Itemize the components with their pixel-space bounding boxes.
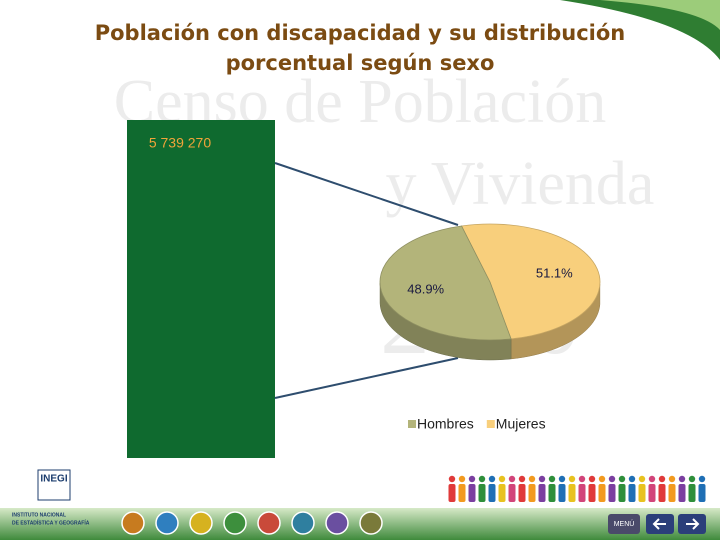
person-head xyxy=(648,475,656,483)
person-head xyxy=(538,475,546,483)
person-body xyxy=(668,484,676,502)
person-body xyxy=(588,484,596,502)
org-name: DE ESTADÍSTICA Y GEOGRAFÍA xyxy=(12,518,90,526)
person-body xyxy=(648,484,656,502)
watermark-text: y Vivienda xyxy=(386,150,655,218)
legend-swatch xyxy=(408,420,416,428)
person-body xyxy=(488,484,496,502)
person-body xyxy=(628,484,636,502)
person-body xyxy=(658,484,666,502)
person-head xyxy=(678,475,686,483)
person-body xyxy=(688,484,696,502)
logo-text: INEGI xyxy=(40,474,67,485)
person-body xyxy=(558,484,566,502)
footer: INEGI INSTITUTO NACIONAL DE ESTADÍSTICA … xyxy=(0,469,720,540)
person-body xyxy=(678,484,686,502)
nav-icon xyxy=(257,511,281,535)
person-head xyxy=(558,475,566,483)
person-head xyxy=(688,475,696,483)
person-body xyxy=(458,484,466,502)
nav-icon xyxy=(121,511,145,535)
value-label: 48.9% xyxy=(407,281,444,296)
person-head xyxy=(658,475,666,483)
nav-icon xyxy=(189,511,213,535)
person-body xyxy=(608,484,616,502)
person-body xyxy=(448,484,456,502)
legend-label: Hombres xyxy=(417,416,474,432)
person-body xyxy=(598,484,606,502)
bar xyxy=(127,120,275,458)
prev-arrow xyxy=(652,518,666,530)
person-body xyxy=(698,484,706,502)
person-body xyxy=(548,484,556,502)
value-label: 5 739 270 xyxy=(149,135,211,151)
logo-box xyxy=(37,469,71,501)
legend-label: Mujeres xyxy=(496,416,546,432)
corner-swoosh xyxy=(560,0,720,60)
person-head xyxy=(478,475,486,483)
person-head xyxy=(698,475,706,483)
person-head xyxy=(488,475,496,483)
chart-title: Población con discapacidad y su distribu… xyxy=(94,21,626,75)
title-box: Población con discapacidad y su distribu… xyxy=(94,21,626,75)
person-body xyxy=(468,484,476,502)
person-head xyxy=(588,475,596,483)
person-head xyxy=(508,475,516,483)
nav-icon xyxy=(291,511,315,535)
pie-top xyxy=(379,225,512,341)
person-body xyxy=(578,484,586,502)
person-body xyxy=(538,484,546,502)
person-head xyxy=(628,475,636,483)
menu-button[interactable] xyxy=(608,514,640,534)
person-head xyxy=(598,475,606,483)
next-arrow xyxy=(686,518,700,530)
nav-icon xyxy=(223,511,247,535)
person-head xyxy=(568,475,576,483)
person-body xyxy=(478,484,486,502)
person-body xyxy=(618,484,626,502)
nav-icon xyxy=(325,511,349,535)
org-name: INSTITUTO NACIONAL xyxy=(12,512,66,518)
person-body xyxy=(508,484,516,502)
person-head xyxy=(518,475,526,483)
person-head xyxy=(618,475,626,483)
person-body xyxy=(518,484,526,502)
person-head xyxy=(608,475,616,483)
person-body xyxy=(568,484,576,502)
person-head xyxy=(668,475,676,483)
person-head xyxy=(528,475,536,483)
person-head xyxy=(578,475,586,483)
person-head xyxy=(498,475,506,483)
value-label: 51.1% xyxy=(536,266,573,281)
pie-slice xyxy=(379,225,512,361)
person-head xyxy=(638,475,646,483)
corner-swoosh xyxy=(600,0,720,30)
legend-swatch xyxy=(486,420,495,428)
pie-top xyxy=(460,223,601,340)
person-head xyxy=(448,475,456,483)
person-body xyxy=(638,484,646,502)
menu-label[interactable]: MENÚ xyxy=(614,519,635,528)
person-head xyxy=(458,475,466,483)
nav-icon xyxy=(155,511,179,535)
connector xyxy=(274,357,459,399)
person-head xyxy=(468,475,476,483)
nav-icon xyxy=(359,511,383,535)
pie-slice xyxy=(460,223,601,360)
person-body xyxy=(528,484,536,502)
person-head xyxy=(548,475,556,483)
connector xyxy=(274,162,459,226)
person-body xyxy=(498,484,506,502)
